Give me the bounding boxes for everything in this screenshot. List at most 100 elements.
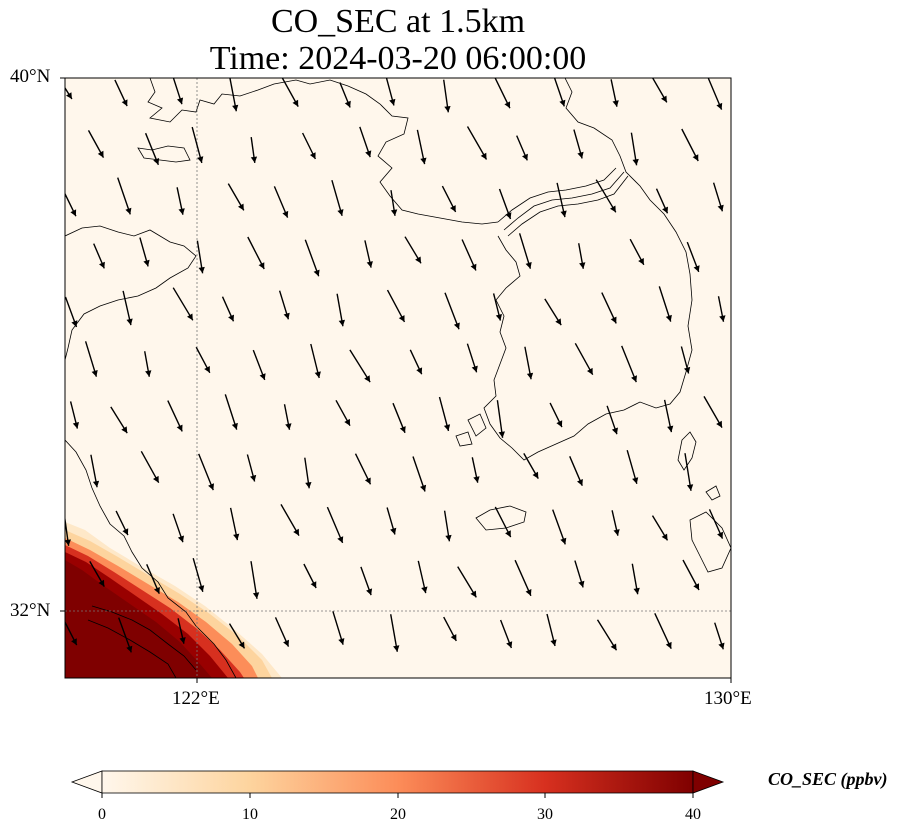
wind-arrow-head	[632, 158, 639, 166]
wind-arrow-head	[143, 259, 150, 267]
wind-arrow-shaft	[349, 349, 371, 383]
coastlines	[65, 78, 731, 678]
wind-arrow-head	[577, 151, 584, 159]
wind-arrow-head	[70, 209, 77, 217]
chart-subtitle: Time: 2024-03-20 06:00:00	[209, 40, 587, 77]
wind-arrow-head	[495, 314, 502, 321]
wind-vectors	[65, 78, 726, 653]
wind-arrow-head	[98, 579, 105, 587]
wind-arrow-head	[126, 318, 133, 326]
wind-arrow-head	[470, 590, 477, 598]
wind-arrow-head	[480, 152, 487, 160]
wind-arrow-shaft	[117, 177, 131, 215]
colorbar-tick-0: 0	[98, 806, 106, 823]
wind-arrow-head	[667, 425, 674, 433]
wind-arrow-head	[522, 153, 528, 161]
wind-arrow-head	[612, 100, 619, 107]
wind-arrow-head	[559, 99, 566, 107]
wind-arrow-head	[505, 212, 512, 219]
wind-arrow-head	[717, 204, 724, 212]
wind-arrow-head	[71, 320, 78, 327]
wind-arrow-head	[65, 539, 71, 546]
wind-arrow-head	[238, 641, 245, 649]
wind-arrow-head	[292, 99, 299, 107]
wind-arrow-head	[293, 528, 299, 536]
wind-arrow-head	[525, 262, 532, 269]
wind-arrow-head	[693, 583, 699, 590]
wind-arrow-head	[686, 484, 694, 491]
wind-arrow-head	[228, 314, 234, 322]
wind-arrow-head	[122, 528, 129, 536]
wind-arrow-head	[450, 205, 456, 212]
wind-arrow-head	[560, 210, 567, 218]
wind-arrow-shaft	[658, 286, 672, 322]
wind-arrow-head	[532, 471, 539, 479]
wind-arrow-head	[420, 157, 427, 165]
wind-arrow-shaft	[466, 126, 488, 160]
wind-arrow-head	[204, 366, 210, 373]
wind-arrow-head	[579, 262, 586, 269]
wind-arrow-head	[610, 643, 617, 651]
wind-arrow-head	[177, 97, 184, 105]
wind-arrow-head	[470, 263, 477, 271]
wind-arrow-head	[716, 420, 722, 428]
wind-arrow-head	[692, 154, 699, 161]
colorbar-tick-30: 30	[537, 806, 553, 823]
wind-arrow-head	[587, 367, 593, 375]
wind-arrow-head	[338, 319, 345, 327]
wind-arrow-shaft	[331, 180, 343, 216]
wind-arrow-head	[282, 210, 289, 218]
wind-arrow-shaft	[596, 619, 618, 651]
wind-arrow-head	[309, 152, 316, 159]
wind-arrow-head	[638, 258, 644, 265]
wind-arrow-head	[717, 531, 723, 539]
wind-arrow-shaft	[595, 179, 617, 213]
wind-arrow-shaft	[250, 561, 258, 599]
wind-arrow-head	[283, 639, 289, 647]
wind-arrow-shaft	[552, 509, 566, 545]
lat-label-32: 32°N	[10, 600, 51, 621]
chart-title: CO_SEC at 1.5km	[270, 3, 526, 40]
wind-arrow-head	[344, 418, 350, 426]
wind-arrow-head	[259, 373, 266, 380]
colorbar-extend-max	[692, 770, 725, 794]
wind-arrow-head	[399, 426, 406, 433]
lat-label-40: 40°N	[10, 66, 51, 87]
wind-arrow-head	[471, 365, 478, 373]
concentration-plume	[65, 522, 282, 678]
colorbar-tick-20: 20	[390, 806, 406, 823]
wind-arrow-head	[693, 265, 700, 272]
wind-arrow-head	[344, 100, 351, 108]
wind-arrow-head	[453, 322, 460, 330]
wind-arrow-head	[153, 158, 160, 165]
wind-arrow-head	[631, 375, 637, 383]
wind-arrow-head	[505, 530, 511, 538]
wind-arrow-head	[525, 589, 532, 596]
wind-arrow-head	[178, 208, 185, 215]
wind-arrow-head	[577, 479, 583, 486]
wind-arrow-head	[179, 637, 186, 644]
wind-arrow-head	[365, 150, 372, 158]
wind-arrow-head	[145, 370, 152, 377]
wind-arrow-head	[337, 209, 344, 216]
wind-arrow-head	[613, 529, 620, 536]
wind-arrow-head	[364, 375, 371, 383]
colorbar-tick-10: 10	[242, 806, 258, 823]
wind-arrow-head	[231, 422, 238, 430]
wind-arrow-shaft	[84, 341, 98, 377]
wind-arrow-shaft	[412, 456, 426, 492]
wind-arrow-head	[176, 424, 183, 432]
wind-arrow-head	[238, 203, 244, 211]
wind-arrow-head	[285, 423, 292, 430]
wind-arrow-shaft	[514, 559, 532, 597]
wind-arrow-head	[450, 634, 457, 641]
wind-arrow-head	[366, 588, 373, 596]
wind-arrow-head	[393, 645, 400, 652]
wind-arrow-shaft	[326, 506, 344, 544]
wind-arrow-shaft	[65, 514, 70, 546]
wind-arrow-head	[187, 313, 193, 321]
wind-arrow-head	[444, 106, 451, 113]
wind-arrow-head	[125, 207, 132, 215]
wind-arrow-shaft	[281, 78, 299, 107]
